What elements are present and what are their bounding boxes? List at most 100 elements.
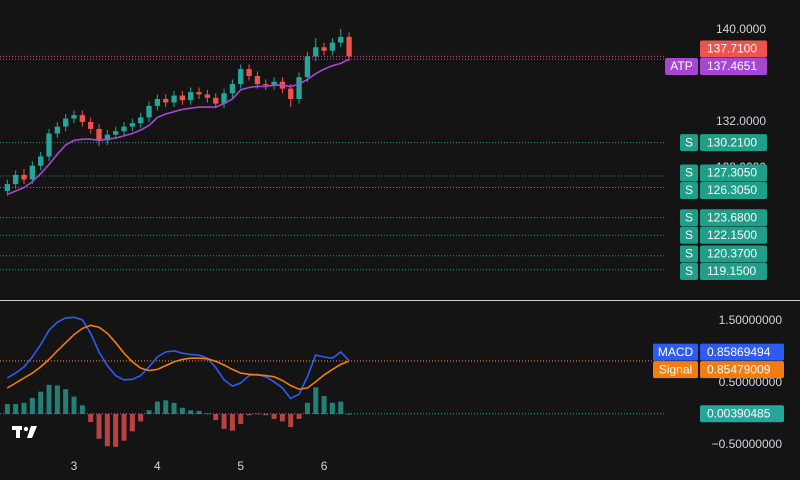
histogram-bar bbox=[329, 402, 335, 414]
candle-body bbox=[213, 97, 219, 104]
series-line bbox=[6, 316, 350, 400]
level-name: S bbox=[685, 183, 693, 197]
level-label-box bbox=[700, 209, 767, 227]
histogram-bar bbox=[296, 413, 302, 419]
candle-body bbox=[246, 69, 252, 77]
level-name-box bbox=[680, 134, 698, 152]
histogram-bar bbox=[29, 397, 35, 414]
histogram-bar bbox=[21, 402, 27, 414]
candle-body bbox=[288, 88, 294, 100]
candle-body bbox=[313, 47, 319, 57]
histogram-bar bbox=[246, 413, 252, 416]
scale-label: S 119.1500 bbox=[680, 263, 767, 280]
value-label: 0.85479009 bbox=[707, 362, 771, 376]
level-label: 127.3050 bbox=[707, 166, 757, 180]
value-label: 0.85869494 bbox=[707, 345, 771, 359]
candle-body bbox=[146, 105, 152, 118]
candle-body bbox=[113, 131, 119, 135]
logo-dot bbox=[23, 426, 29, 432]
level-label-box bbox=[700, 263, 767, 280]
value-label-box bbox=[700, 343, 784, 361]
level-label-box bbox=[700, 134, 767, 152]
histogram-bar bbox=[121, 413, 127, 441]
candle-body bbox=[163, 99, 169, 103]
histogram-bar bbox=[263, 413, 269, 416]
value-label: 137.4651 bbox=[707, 59, 757, 73]
histogram-bar bbox=[79, 405, 85, 414]
histogram-bar bbox=[4, 404, 10, 414]
scale-label: S 126.3050 bbox=[680, 182, 767, 199]
histogram-bar bbox=[229, 413, 235, 431]
candle-body bbox=[21, 174, 27, 180]
histogram-bar bbox=[38, 391, 44, 414]
level-label: 126.3050 bbox=[707, 183, 757, 197]
level-name-box bbox=[680, 164, 698, 182]
histogram-bar bbox=[254, 413, 260, 415]
candle-body bbox=[13, 174, 19, 185]
y-tick-label: 1.50000000 bbox=[719, 313, 783, 327]
candle-body bbox=[296, 77, 302, 100]
level-label: 122.1500 bbox=[707, 228, 757, 242]
histogram-label-box bbox=[700, 405, 784, 423]
histogram-bar bbox=[113, 413, 119, 447]
logo bbox=[12, 426, 37, 438]
candle-body bbox=[304, 56, 311, 78]
candle-body bbox=[321, 47, 327, 51]
histogram-bar bbox=[238, 413, 244, 424]
candle-body bbox=[4, 184, 11, 191]
scale-label: S 123.6800 bbox=[680, 209, 767, 227]
histogram-bar bbox=[88, 413, 94, 423]
histogram-bar bbox=[188, 410, 194, 414]
histogram-bar bbox=[63, 389, 69, 414]
scale-label: 137.7100 bbox=[700, 40, 767, 58]
candle-body bbox=[204, 94, 211, 98]
candle-body bbox=[196, 92, 202, 95]
histogram-bar bbox=[338, 401, 344, 414]
candle-body bbox=[129, 123, 136, 127]
level-label-box bbox=[700, 226, 767, 244]
candle-body bbox=[346, 36, 352, 57]
level-label: 130.2100 bbox=[707, 135, 757, 149]
histogram-bar bbox=[213, 413, 219, 421]
level-label-box bbox=[700, 164, 767, 182]
level-label: 120.3700 bbox=[707, 247, 757, 261]
series-name: MACD bbox=[658, 345, 694, 359]
y-tick-label: 132.0000 bbox=[716, 114, 766, 128]
histogram-bar bbox=[104, 413, 110, 447]
histogram-bar bbox=[13, 404, 19, 414]
candle-body bbox=[79, 115, 86, 123]
level-name: S bbox=[685, 210, 693, 224]
histogram-bar bbox=[221, 413, 227, 429]
series-name-box bbox=[653, 361, 698, 379]
candle-body bbox=[154, 99, 161, 106]
level-label: 119.1500 bbox=[707, 264, 756, 278]
histogram-label: 0.00390485 bbox=[707, 406, 771, 420]
histogram-bar bbox=[279, 413, 285, 422]
histogram-bar bbox=[138, 413, 144, 422]
level-name: S bbox=[685, 228, 693, 242]
x-tick-label: 4 bbox=[154, 459, 161, 473]
scale-label: S 122.1500 bbox=[680, 226, 767, 244]
histogram-bar bbox=[71, 396, 77, 414]
histogram-bar bbox=[179, 407, 185, 414]
histogram-bar bbox=[146, 410, 152, 414]
candle-body bbox=[54, 126, 61, 134]
histogram-bar bbox=[321, 396, 327, 414]
logo-slash bbox=[27, 426, 37, 438]
level-name-box bbox=[680, 209, 698, 227]
candle-body bbox=[88, 122, 94, 129]
histogram-bar bbox=[54, 385, 60, 414]
y-tick-label: −0.50000000 bbox=[712, 437, 783, 451]
histogram-bar bbox=[204, 413, 210, 415]
histogram-bar bbox=[154, 401, 160, 414]
x-tick-label: 3 bbox=[71, 459, 78, 473]
scale-label: Signal 0.85479009 bbox=[653, 361, 784, 379]
candle-body bbox=[254, 76, 261, 85]
scale-label: MACD 0.85869494 bbox=[653, 343, 784, 361]
histogram-bar bbox=[196, 410, 202, 414]
price-label: 137.7100 bbox=[707, 42, 757, 56]
candle-body bbox=[229, 84, 236, 94]
candle-body bbox=[38, 156, 44, 166]
